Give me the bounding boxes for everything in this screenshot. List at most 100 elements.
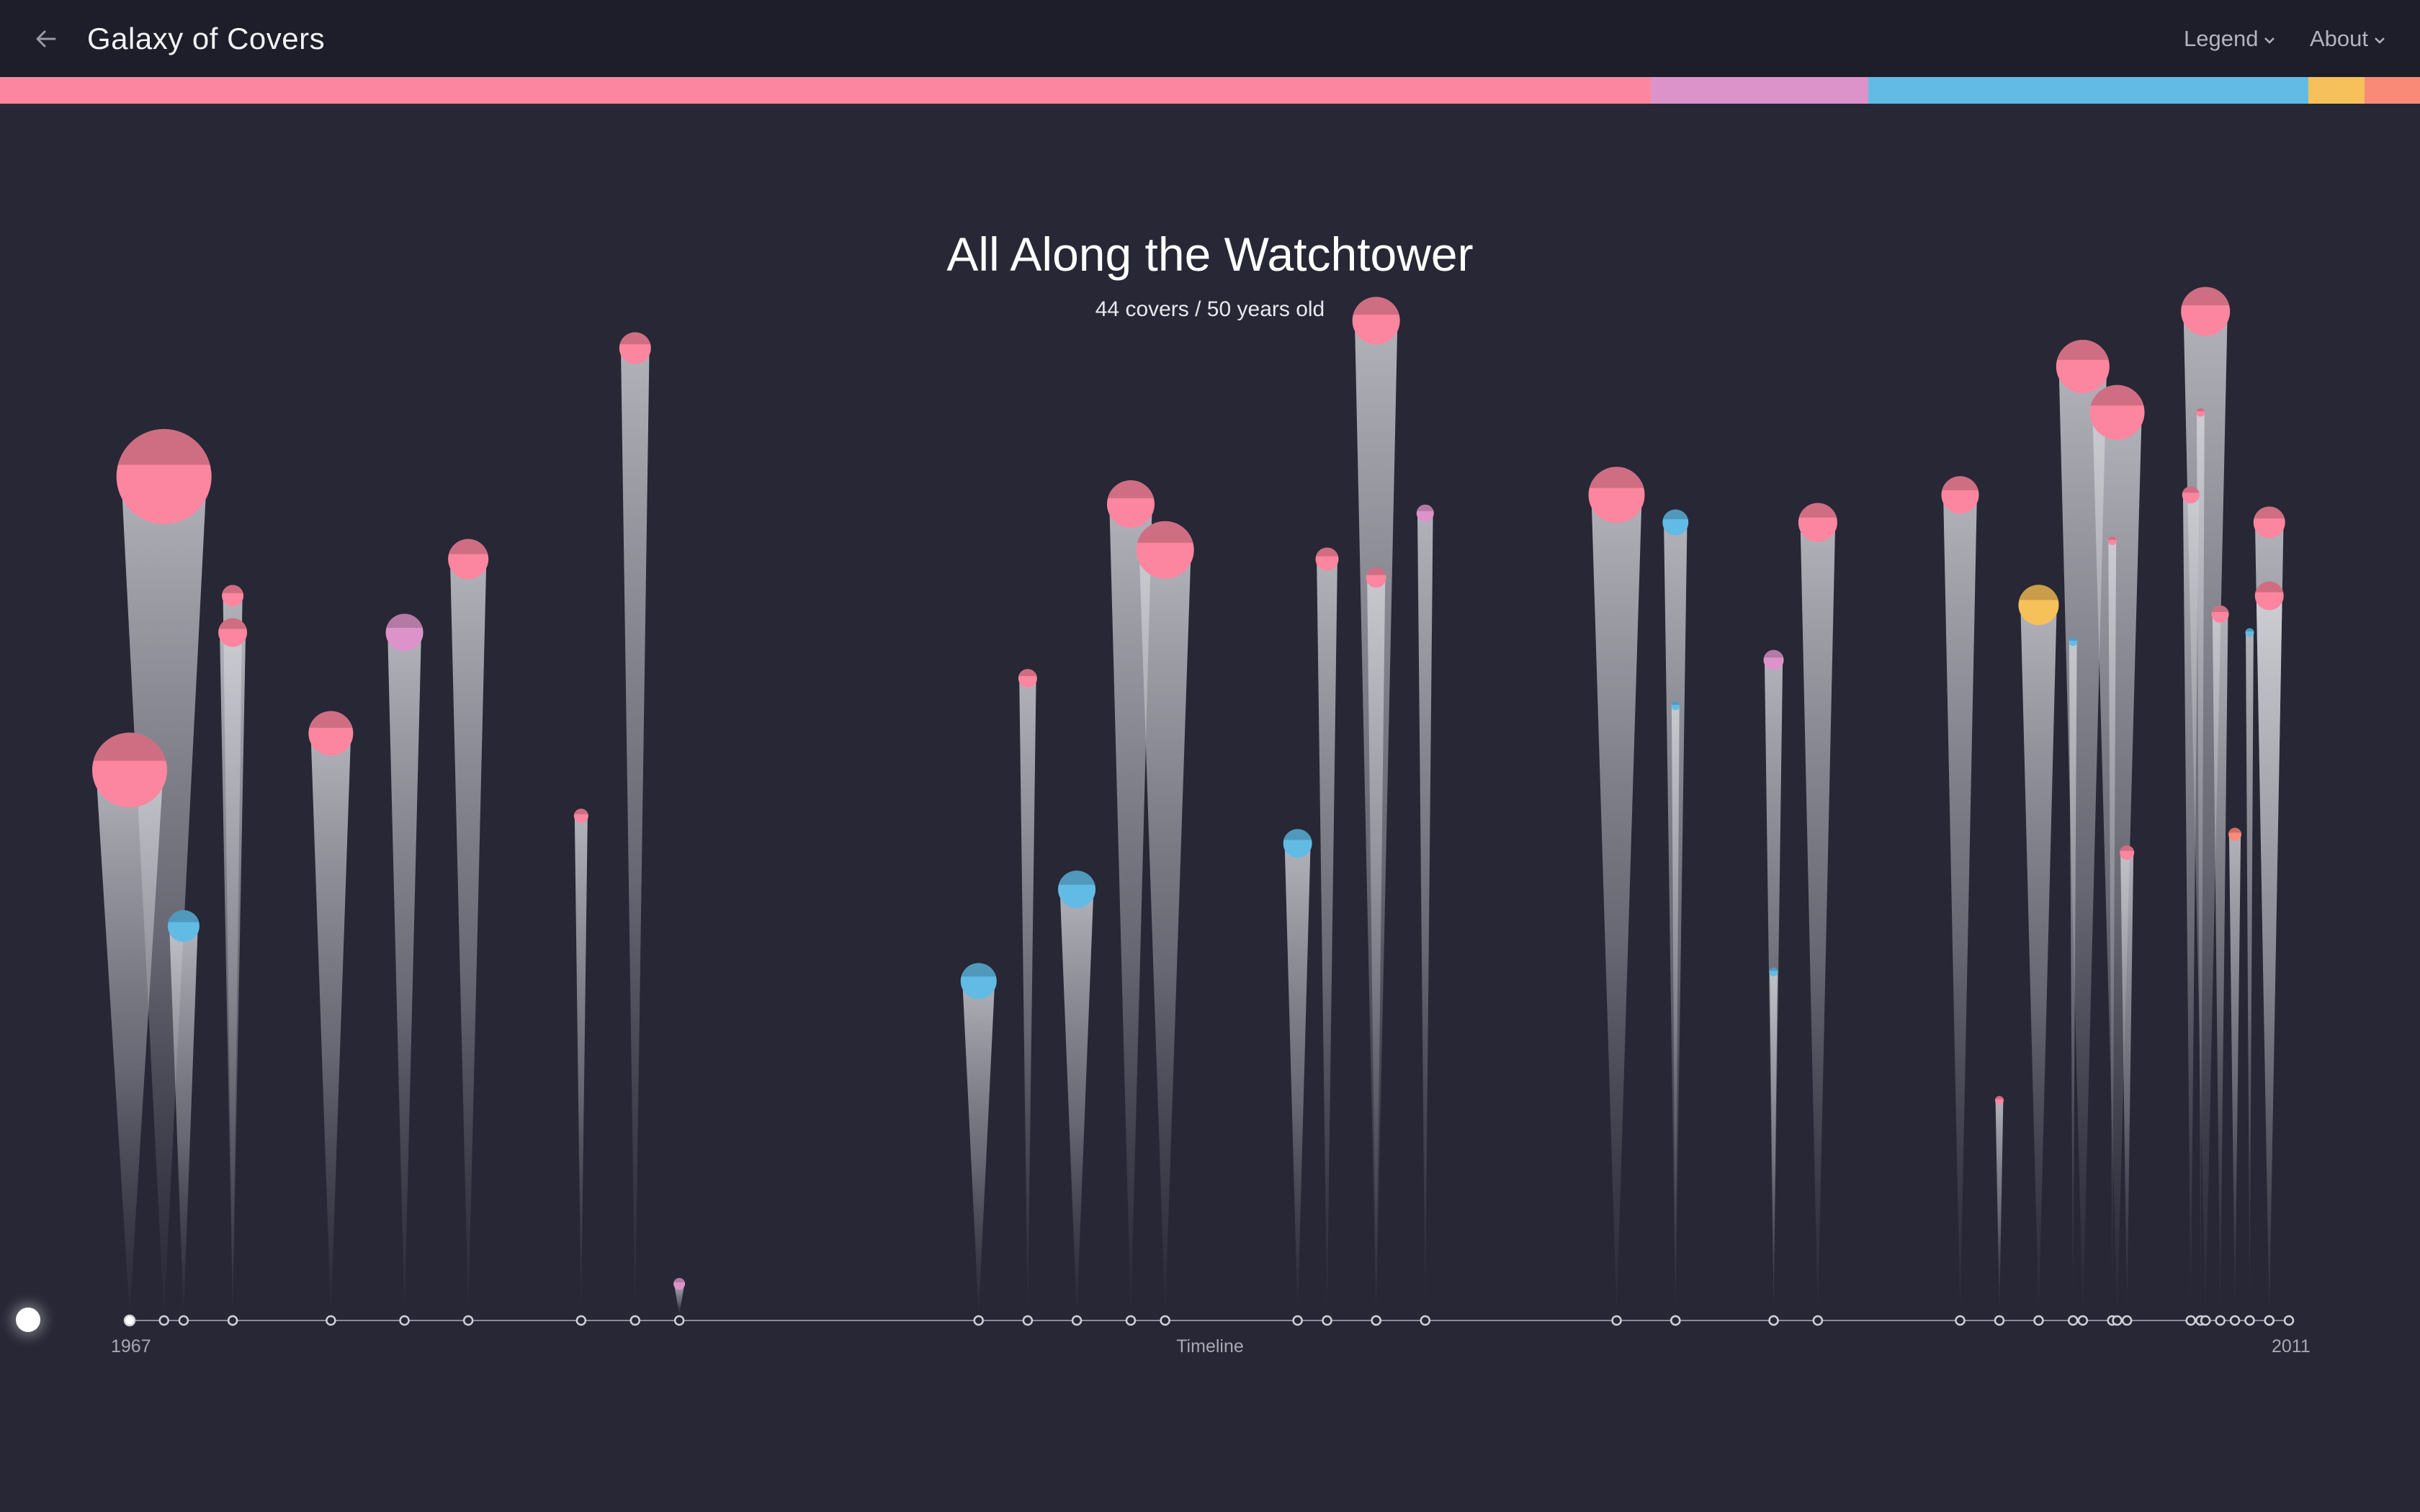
cover-bubble[interactable] xyxy=(2182,486,2200,504)
cover-bubble[interactable] xyxy=(2018,585,2059,626)
cover-bubble-segment xyxy=(1058,870,1095,885)
timeline-tick[interactable] xyxy=(462,1315,474,1326)
timeline-tick[interactable] xyxy=(2244,1315,2255,1326)
timeline-tick[interactable] xyxy=(1371,1315,1381,1326)
cover-bubble[interactable] xyxy=(448,539,489,580)
cover-bubble[interactable] xyxy=(1662,509,1689,536)
top-bar: Galaxy of Covers Legend About xyxy=(0,0,2420,77)
cover-bubble[interactable] xyxy=(1106,480,1155,528)
timeline-tick[interactable] xyxy=(1994,1315,2005,1326)
cover-bubble[interactable] xyxy=(2254,581,2284,611)
timeline-tick[interactable] xyxy=(178,1315,189,1326)
cover-beam xyxy=(169,926,198,1315)
timeline-tick[interactable] xyxy=(673,1315,685,1326)
cover-bubble-segment xyxy=(1769,967,1778,971)
cover-bubble[interactable] xyxy=(1058,870,1096,909)
timeline-tick[interactable] xyxy=(2229,1315,2241,1326)
cover-bubble-segment xyxy=(309,711,353,728)
cover-bubble[interactable] xyxy=(2069,637,2078,647)
timeline-tick[interactable] xyxy=(629,1315,641,1326)
timeline-tick[interactable] xyxy=(1292,1315,1303,1326)
timeline-tick[interactable] xyxy=(2215,1315,2226,1326)
timeline-tick[interactable] xyxy=(158,1315,169,1326)
cover-bubble[interactable] xyxy=(1416,504,1434,522)
cover-bubble[interactable] xyxy=(673,1278,686,1290)
cover-bubble[interactable] xyxy=(2181,287,2231,336)
timeline-tick[interactable] xyxy=(1022,1315,1034,1326)
cover-bubble[interactable] xyxy=(2107,536,2117,546)
cover-beam xyxy=(1591,495,1642,1315)
timeline-tick[interactable] xyxy=(326,1315,336,1326)
cover-bubble[interactable] xyxy=(2196,408,2205,417)
cover-beam xyxy=(1770,971,1778,1315)
cover-beam xyxy=(1059,889,1094,1315)
cover-bubble[interactable] xyxy=(2253,506,2285,539)
timeline-tick[interactable] xyxy=(2033,1315,2044,1326)
song-title: All Along the Watchtower xyxy=(946,228,1474,281)
cover-bubble[interactable] xyxy=(167,910,200,942)
timeline-tick[interactable] xyxy=(2121,1315,2133,1326)
timeline-tick[interactable] xyxy=(1071,1315,1083,1326)
cover-bubble[interactable] xyxy=(1941,476,1979,514)
cover-bubble[interactable] xyxy=(1136,521,1194,579)
timeline-tick[interactable] xyxy=(1812,1315,1824,1326)
timeline-tick[interactable] xyxy=(1955,1315,1966,1326)
timeline-tick[interactable] xyxy=(2185,1315,2196,1326)
cover-bubble[interactable] xyxy=(218,618,248,647)
timeline-tick[interactable] xyxy=(2112,1315,2123,1326)
cover-bubble[interactable] xyxy=(2089,384,2145,440)
cover-beam xyxy=(1367,577,1386,1315)
timeline-tick[interactable] xyxy=(2077,1315,2089,1326)
legend-menu[interactable]: Legend xyxy=(2184,24,2277,53)
timeline-tick[interactable] xyxy=(399,1315,410,1326)
back-button[interactable] xyxy=(29,22,63,56)
timeline-tick[interactable] xyxy=(2200,1315,2211,1326)
cover-bubble[interactable] xyxy=(960,963,997,999)
timeline-tick[interactable] xyxy=(1322,1315,1332,1326)
cover-bubble[interactable] xyxy=(116,428,212,524)
cover-bubble-segment xyxy=(93,732,166,761)
cover-bubble[interactable] xyxy=(619,332,651,364)
timeline-tick[interactable] xyxy=(227,1315,238,1326)
cover-bubble[interactable] xyxy=(1018,669,1037,688)
cover-bubble[interactable] xyxy=(1352,297,1400,345)
cover-bubble[interactable] xyxy=(1315,547,1339,571)
timeline-tick[interactable] xyxy=(1768,1315,1779,1326)
cover-bubble[interactable] xyxy=(308,711,354,756)
cover-bubble[interactable] xyxy=(2211,606,2229,624)
cover-bubble[interactable] xyxy=(573,809,588,824)
cover-bubble[interactable] xyxy=(2120,845,2135,860)
cover-bubble[interactable] xyxy=(1769,967,1778,976)
timeline-tick[interactable] xyxy=(2283,1315,2295,1326)
cover-bubble[interactable] xyxy=(1366,567,1386,588)
cover-bubble-segment xyxy=(1108,480,1154,498)
cover-bubble[interactable] xyxy=(1588,467,1645,523)
timeline-tick[interactable] xyxy=(123,1314,136,1327)
cover-bubble[interactable] xyxy=(1798,503,1837,542)
cover-bubble[interactable] xyxy=(2245,628,2254,637)
timeline-tick[interactable] xyxy=(1125,1315,1137,1326)
timeline-play-handle[interactable] xyxy=(16,1308,40,1332)
timeline-tick[interactable] xyxy=(2264,1315,2275,1326)
cover-bubble[interactable] xyxy=(1671,701,1680,711)
timeline-tick[interactable] xyxy=(2067,1315,2079,1326)
cover-bubble[interactable] xyxy=(92,732,167,808)
cover-bubble[interactable] xyxy=(1283,829,1312,858)
cover-bubble[interactable] xyxy=(385,613,424,652)
timeline-tick[interactable] xyxy=(575,1315,587,1326)
cover-bubble[interactable] xyxy=(1763,649,1784,670)
cover-bubble[interactable] xyxy=(2228,827,2242,841)
timeline-tick[interactable] xyxy=(1420,1315,1431,1326)
cover-bubble-segment xyxy=(1995,1096,2004,1099)
timeline-tick[interactable] xyxy=(1611,1315,1622,1326)
timeline-tick[interactable] xyxy=(1160,1315,1170,1326)
timeline-tick[interactable] xyxy=(1670,1315,1681,1326)
cover-bubble[interactable] xyxy=(1994,1096,2004,1105)
cover-bubble-segment xyxy=(1662,509,1688,520)
cover-bubble[interactable] xyxy=(2056,340,2110,394)
cover-bubble[interactable] xyxy=(222,585,244,607)
timeline-end-label: 2011 xyxy=(2272,1336,2311,1356)
cover-bubble-segment xyxy=(2211,606,2229,613)
timeline-tick[interactable] xyxy=(973,1315,985,1326)
about-menu[interactable]: About xyxy=(2310,24,2387,53)
